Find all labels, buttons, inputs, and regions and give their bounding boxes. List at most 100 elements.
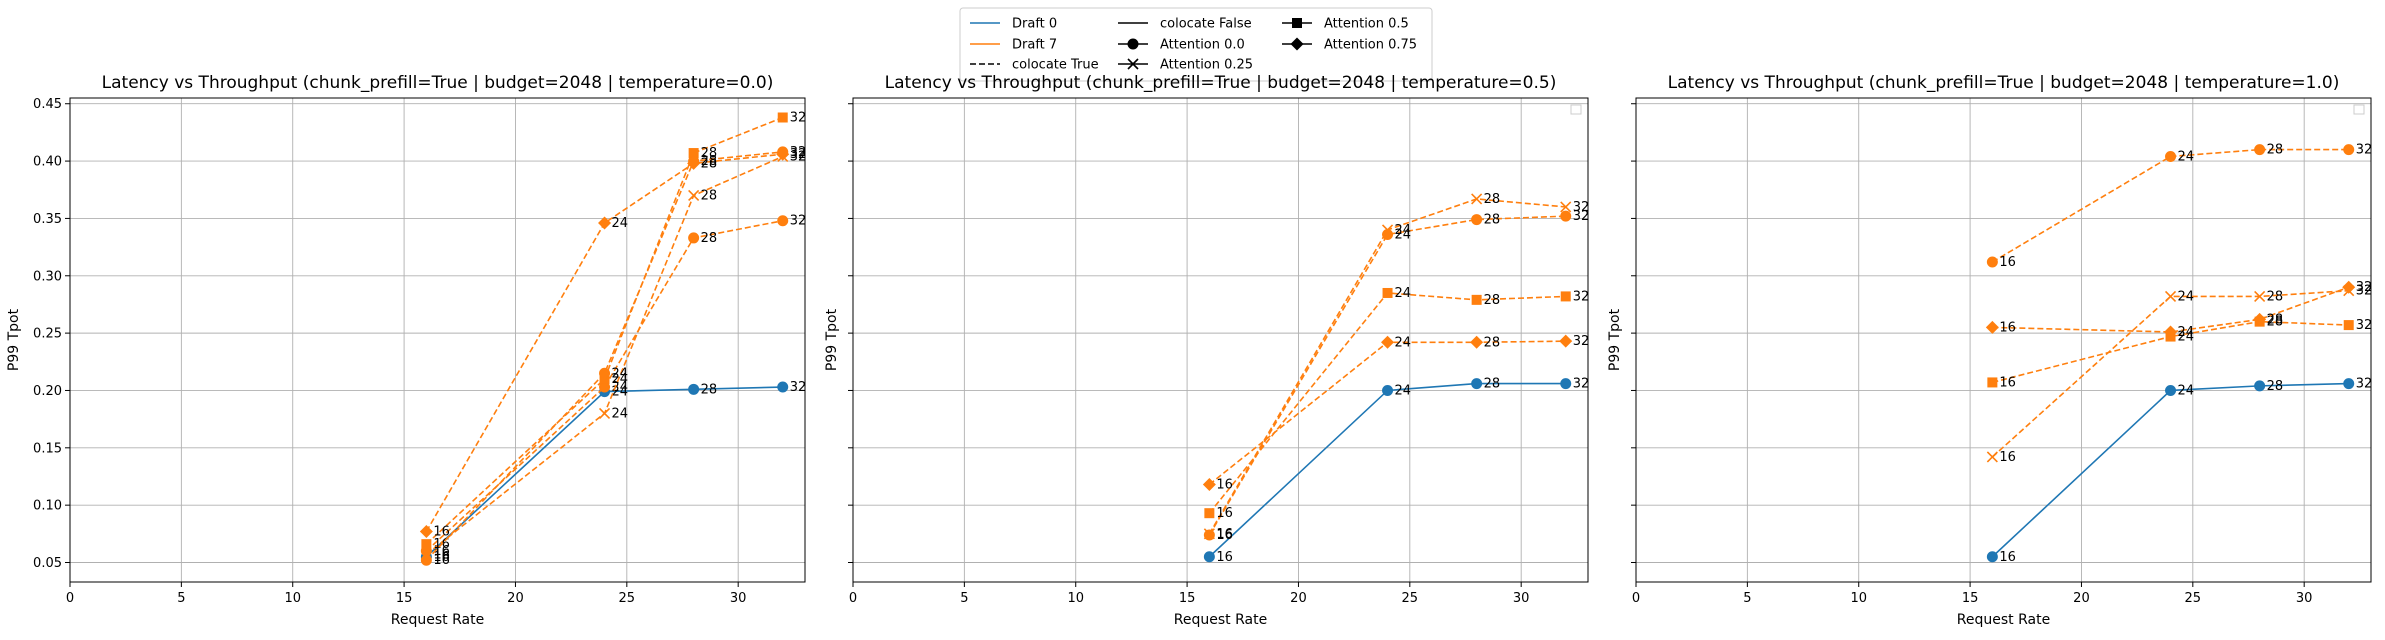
data-label: 32 <box>790 214 807 229</box>
axis-ticks: 0 5 10 15 20 25 30 <box>848 103 1530 606</box>
x-tick-label: 0 <box>1632 591 1640 606</box>
figure-legend: Draft 0 Draft 7 colocate True colocate Fals… <box>959 7 1433 82</box>
x-tick-label: 20 <box>507 591 524 606</box>
y-axis-label: P99 Tpot <box>824 308 840 371</box>
data-label: 32 <box>790 145 807 160</box>
data-label: 16 <box>1216 527 1233 542</box>
data-point <box>1560 291 1571 302</box>
data-point <box>688 155 700 167</box>
empty-legend-box <box>2353 104 2365 115</box>
plot-frame <box>852 97 1589 583</box>
data-point <box>1471 214 1483 226</box>
chart-panel-1: 0 5 10 15 20 25 30 0.05 0.10 0.15 0.20 0.25 0.30 0.35… <box>6 73 806 628</box>
y-tick-label: 0.45 <box>33 97 62 112</box>
y-tick-label: 0.40 <box>33 155 62 170</box>
x-tick-label: 30 <box>2296 591 2313 606</box>
series-5: 16 24 28 32 <box>1985 280 2372 340</box>
series-line <box>1208 292 1566 514</box>
data-label: 24 <box>612 406 629 421</box>
legend-marker <box>1290 37 1304 51</box>
gridlines <box>69 98 805 582</box>
data-point <box>1382 287 1393 298</box>
legend-label: Attention 0.75 <box>1324 38 1417 53</box>
x-tick-label: 15 <box>1179 591 1196 606</box>
data-label: 16 <box>1999 255 2016 270</box>
data-point <box>2343 144 2355 156</box>
plot-frame <box>69 97 806 583</box>
data-point <box>1559 334 1573 348</box>
x-tick-label: 25 <box>2185 591 2202 606</box>
series-5: 16 24 28 32 <box>419 147 807 540</box>
data-label: 32 <box>790 110 807 125</box>
series-line <box>1991 382 2349 558</box>
data-point <box>1203 529 1215 541</box>
legend-marker <box>1127 58 1139 70</box>
x-tick-label: 0 <box>66 591 74 606</box>
legend-label: Draft 7 <box>1012 38 1057 53</box>
data-point <box>599 373 610 384</box>
legend-label: Attention 0.25 <box>1160 58 1253 73</box>
data-point <box>1471 294 1482 305</box>
data-point <box>1986 256 1998 268</box>
data-label: 24 <box>612 366 629 381</box>
x-tick-label: 15 <box>1962 591 1979 606</box>
data-point <box>1203 551 1215 563</box>
series-line <box>425 153 783 532</box>
series-1: 16 24 28 32 <box>1986 377 2372 565</box>
series-1: 16 24 28 32 <box>420 380 807 565</box>
series-line <box>1208 382 1566 558</box>
legend-label: colocate False <box>1160 17 1252 32</box>
series-line <box>425 219 783 552</box>
y-tick-label: 0.15 <box>33 441 62 456</box>
data-point <box>1471 193 1483 205</box>
data-point <box>1470 335 1484 349</box>
x-tick-label: 30 <box>1513 591 1530 606</box>
x-tick-label: 20 <box>2073 591 2090 606</box>
y-tick-label: 0.20 <box>33 384 62 399</box>
data-label: 16 <box>1999 550 2016 565</box>
data-label: 16 <box>433 525 450 540</box>
data-point <box>1560 210 1572 222</box>
data-label: 32 <box>790 380 807 395</box>
chart-title: Latency vs Throughput (chunk_prefill=Tru… <box>885 73 1557 93</box>
data-point <box>777 112 788 123</box>
legend-label: Attention 0.5 <box>1324 17 1409 32</box>
data-label: 16 <box>433 550 450 565</box>
series-line <box>1992 286 2349 333</box>
data-point <box>1202 478 1216 492</box>
data-point <box>598 216 612 230</box>
data-label: 24 <box>612 380 629 395</box>
data-label: 16 <box>1216 478 1233 493</box>
series-2: 16 24 28 32 <box>1203 209 1589 543</box>
x-tick-label: 5 <box>960 591 968 606</box>
data-point <box>1986 551 1998 563</box>
data-label: 28 <box>1484 293 1501 308</box>
data-point <box>1985 320 1999 334</box>
data-point <box>1204 508 1215 519</box>
data-label: 28 <box>1484 192 1501 207</box>
data-point <box>1560 378 1572 390</box>
data-point <box>777 381 789 393</box>
legend-entry-8: Attention 0.75 <box>1282 37 1417 53</box>
data-label: 32 <box>790 147 807 162</box>
legend-entry-6: Attention 0.25 <box>1118 58 1253 73</box>
data-label: 32 <box>2356 284 2373 299</box>
data-point <box>2164 325 2178 339</box>
data-label: 32 <box>2356 143 2373 158</box>
data-point <box>688 383 700 395</box>
x-tick-label: 10 <box>284 591 301 606</box>
data-label: 28 <box>2267 315 2284 330</box>
data-point <box>688 232 700 244</box>
data-label: 28 <box>701 188 718 203</box>
legend-frame <box>959 7 1433 82</box>
series-6: 16 24 28 32 <box>420 145 807 568</box>
chart-panel-2: 0 5 10 15 20 25 30 Request Rate P99 Tpot Latency … <box>824 73 1589 628</box>
chart-panels: 0 5 10 15 20 25 30 0.05 0.10 0.15 0.20 0.25 0.30 0.35… <box>6 73 2372 628</box>
legend-marker <box>1292 18 1302 28</box>
data-point <box>599 367 611 379</box>
series-5: 16 24 28 32 <box>1202 334 1589 493</box>
series-line <box>425 155 784 556</box>
data-point <box>1381 335 1395 349</box>
